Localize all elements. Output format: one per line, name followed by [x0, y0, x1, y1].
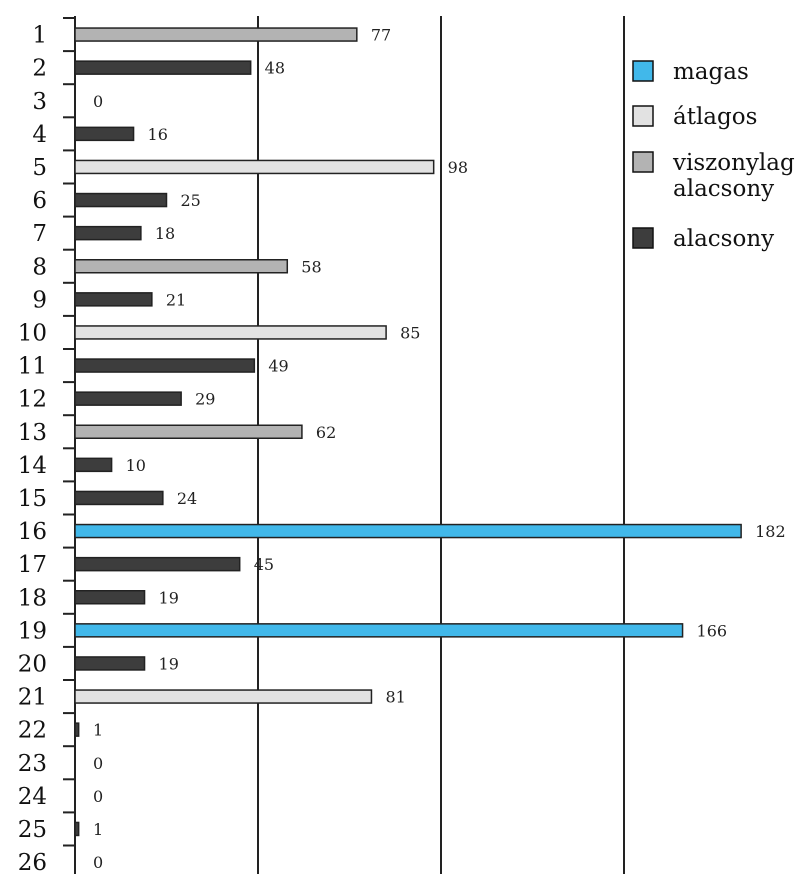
legend-label-0-0: magas [673, 59, 749, 85]
bar-7 [74, 225, 142, 241]
grid-lines [257, 16, 625, 874]
bar-22 [74, 722, 80, 737]
legend-swatch-1 [632, 105, 654, 127]
bar-2 [74, 60, 252, 75]
value-label-7: 18 [155, 224, 175, 243]
bar-10 [74, 325, 387, 340]
bar-12 [74, 391, 182, 406]
category-label-9: 9 [32, 287, 47, 313]
category-label-17: 17 [18, 552, 47, 578]
category-label-4: 4 [32, 122, 47, 148]
category-label-20: 20 [18, 651, 47, 677]
category-label-16: 16 [18, 519, 47, 545]
bar-9 [74, 292, 153, 307]
bar-14 [74, 457, 113, 473]
category-label-14: 14 [18, 453, 47, 479]
legend-label-1-0: átlagos [673, 104, 757, 130]
bar-20 [74, 656, 146, 671]
bar-25 [74, 821, 80, 837]
value-label-20: 19 [159, 654, 179, 673]
category-label-24: 24 [18, 784, 47, 810]
category-label-23: 23 [18, 751, 47, 777]
value-label-1: 77 [371, 26, 391, 45]
legend-swatch-3 [632, 227, 654, 249]
category-label-10: 10 [18, 320, 47, 346]
category-labels: 1234567891011121314151617181920212223242… [18, 23, 47, 874]
value-label-3: 0 [93, 92, 103, 111]
legend-label-3-0: alacsony [673, 226, 774, 252]
category-label-2: 2 [32, 56, 47, 82]
category-label-1: 1 [32, 23, 47, 49]
bar-4 [74, 126, 135, 142]
value-label-17: 45 [254, 555, 274, 574]
value-label-18: 19 [159, 588, 179, 607]
category-label-25: 25 [18, 817, 47, 843]
category-label-15: 15 [18, 486, 47, 512]
value-label-4: 16 [148, 125, 168, 144]
bar-11 [74, 358, 256, 373]
category-label-19: 19 [18, 618, 47, 644]
bar-16 [74, 523, 742, 539]
legend-swatch-2 [632, 151, 654, 173]
category-label-21: 21 [18, 685, 47, 711]
y-axis [63, 16, 76, 874]
value-label-16: 182 [755, 522, 786, 541]
category-label-18: 18 [18, 585, 47, 611]
legend-label-2-0: viszonylag [672, 150, 795, 176]
category-label-7: 7 [32, 221, 47, 247]
value-label-23: 0 [93, 754, 103, 773]
category-label-26: 26 [18, 850, 47, 874]
category-label-11: 11 [18, 354, 47, 380]
bar-19 [74, 623, 684, 638]
value-label-6: 25 [181, 191, 201, 210]
category-label-13: 13 [18, 420, 47, 446]
value-label-15: 24 [177, 489, 197, 508]
category-label-5: 5 [32, 155, 47, 181]
value-label-8: 58 [301, 257, 321, 276]
bar-17 [74, 556, 241, 572]
bar-5 [74, 159, 435, 175]
value-label-19: 166 [697, 621, 728, 640]
value-label-12: 29 [195, 390, 215, 409]
bar-13 [74, 424, 303, 439]
bar-15 [74, 490, 164, 506]
category-label-12: 12 [18, 387, 47, 413]
category-label-8: 8 [32, 254, 47, 280]
legend-label-2-1: alacsony [673, 176, 774, 202]
bar-8 [74, 259, 289, 274]
legend-swatch-0 [632, 60, 654, 82]
value-label-26: 0 [93, 853, 103, 872]
bars [74, 27, 742, 837]
value-label-2: 48 [265, 59, 285, 78]
value-label-24: 0 [93, 787, 103, 806]
value-label-9: 21 [166, 290, 186, 309]
category-label-22: 22 [18, 718, 47, 744]
bar-1 [74, 27, 358, 42]
category-label-6: 6 [32, 188, 47, 214]
value-labels: 7748016982518582185492962102418245191661… [93, 26, 786, 872]
value-label-5: 98 [448, 158, 468, 177]
value-label-11: 49 [268, 357, 288, 376]
bar-6 [74, 192, 168, 208]
value-label-22: 1 [93, 721, 103, 740]
category-label-3: 3 [32, 89, 47, 115]
value-label-14: 10 [126, 456, 146, 475]
value-label-21: 81 [385, 688, 405, 707]
value-label-13: 62 [316, 423, 336, 442]
bar-18 [74, 590, 146, 605]
bar-21 [74, 689, 373, 704]
value-label-25: 1 [93, 820, 103, 839]
value-label-10: 85 [400, 323, 420, 342]
